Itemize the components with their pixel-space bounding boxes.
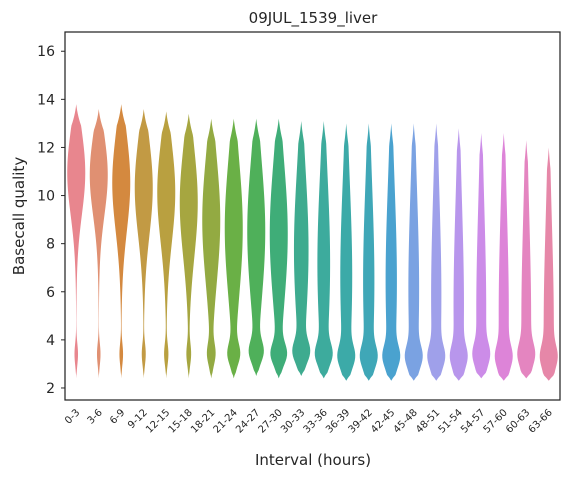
violin-57-60 xyxy=(494,133,513,381)
x-axis: 0-3 3-6 6-99-1212-1515-1818-2121-2424-2727… xyxy=(63,407,555,435)
x-tick-label: 27-30 xyxy=(257,407,285,435)
x-tick-label: 42-45 xyxy=(369,407,397,435)
x-tick-label: 12-15 xyxy=(144,407,172,435)
x-tick-label: 51-54 xyxy=(437,407,465,435)
violin-30-33 xyxy=(292,120,311,376)
y-tick-label: 8 xyxy=(46,237,55,253)
x-tick-label: 3-6 xyxy=(86,407,105,426)
violin-18-21 xyxy=(202,118,221,379)
violin-12-15 xyxy=(157,111,176,379)
violin-3-6 xyxy=(89,108,108,379)
violin-9-12 xyxy=(134,108,153,379)
violin-21-24 xyxy=(224,118,243,379)
x-tick-label: 63-66 xyxy=(527,407,555,435)
violin-45-48 xyxy=(404,123,423,381)
chart-title: 09JUL_1539_liver xyxy=(249,9,378,28)
violin-24-27 xyxy=(247,118,266,376)
x-tick-label: 45-48 xyxy=(392,407,420,435)
y-tick-label: 14 xyxy=(37,92,55,108)
y-axis-label: Basecall quality xyxy=(10,157,28,276)
x-tick-label: 21-24 xyxy=(212,407,240,435)
violin-54-57 xyxy=(472,133,491,379)
violin-36-39 xyxy=(337,123,356,381)
x-tick-label: 57-60 xyxy=(482,407,510,435)
x-tick-label: 48-51 xyxy=(414,407,442,435)
violin-27-30 xyxy=(269,118,288,379)
violin-15-18 xyxy=(179,113,198,379)
violin-51-54 xyxy=(449,128,468,381)
x-tick-label: 60-63 xyxy=(504,407,532,435)
violin-60-63 xyxy=(517,140,536,379)
x-tick-label: 18-21 xyxy=(189,407,217,435)
y-tick-label: 2 xyxy=(46,381,55,397)
x-tick-label: 6-9 xyxy=(108,407,127,426)
x-axis-label: Interval (hours) xyxy=(255,451,371,469)
violin-39-42 xyxy=(359,123,378,381)
x-tick-label: 15-18 xyxy=(167,407,195,435)
y-tick-label: 12 xyxy=(37,140,55,156)
violin-42-45 xyxy=(382,123,401,381)
x-tick-label: 30-33 xyxy=(279,407,307,435)
y-tick-label: 6 xyxy=(46,285,55,301)
violin-33-36 xyxy=(314,120,333,379)
x-tick-label: 0-3 xyxy=(63,407,82,426)
y-axis: 2 4 6 8 10 12 14 16 xyxy=(37,44,65,397)
plot-frame xyxy=(64,31,561,401)
x-tick-label: 54-57 xyxy=(459,407,487,435)
violins-group xyxy=(67,104,558,381)
x-tick-label: 36-39 xyxy=(324,407,352,435)
violin-0-3 xyxy=(67,104,86,379)
y-tick-label: 10 xyxy=(37,189,55,205)
violin-6-9 xyxy=(112,104,131,379)
x-tick-label: 33-36 xyxy=(302,407,330,435)
y-tick-label: 16 xyxy=(37,44,55,60)
violin-63-66 xyxy=(539,147,558,381)
x-tick-label: 39-42 xyxy=(347,407,375,435)
y-tick-label: 4 xyxy=(46,333,55,349)
x-tick-label: 24-27 xyxy=(234,407,262,435)
violin-48-51 xyxy=(427,123,446,381)
